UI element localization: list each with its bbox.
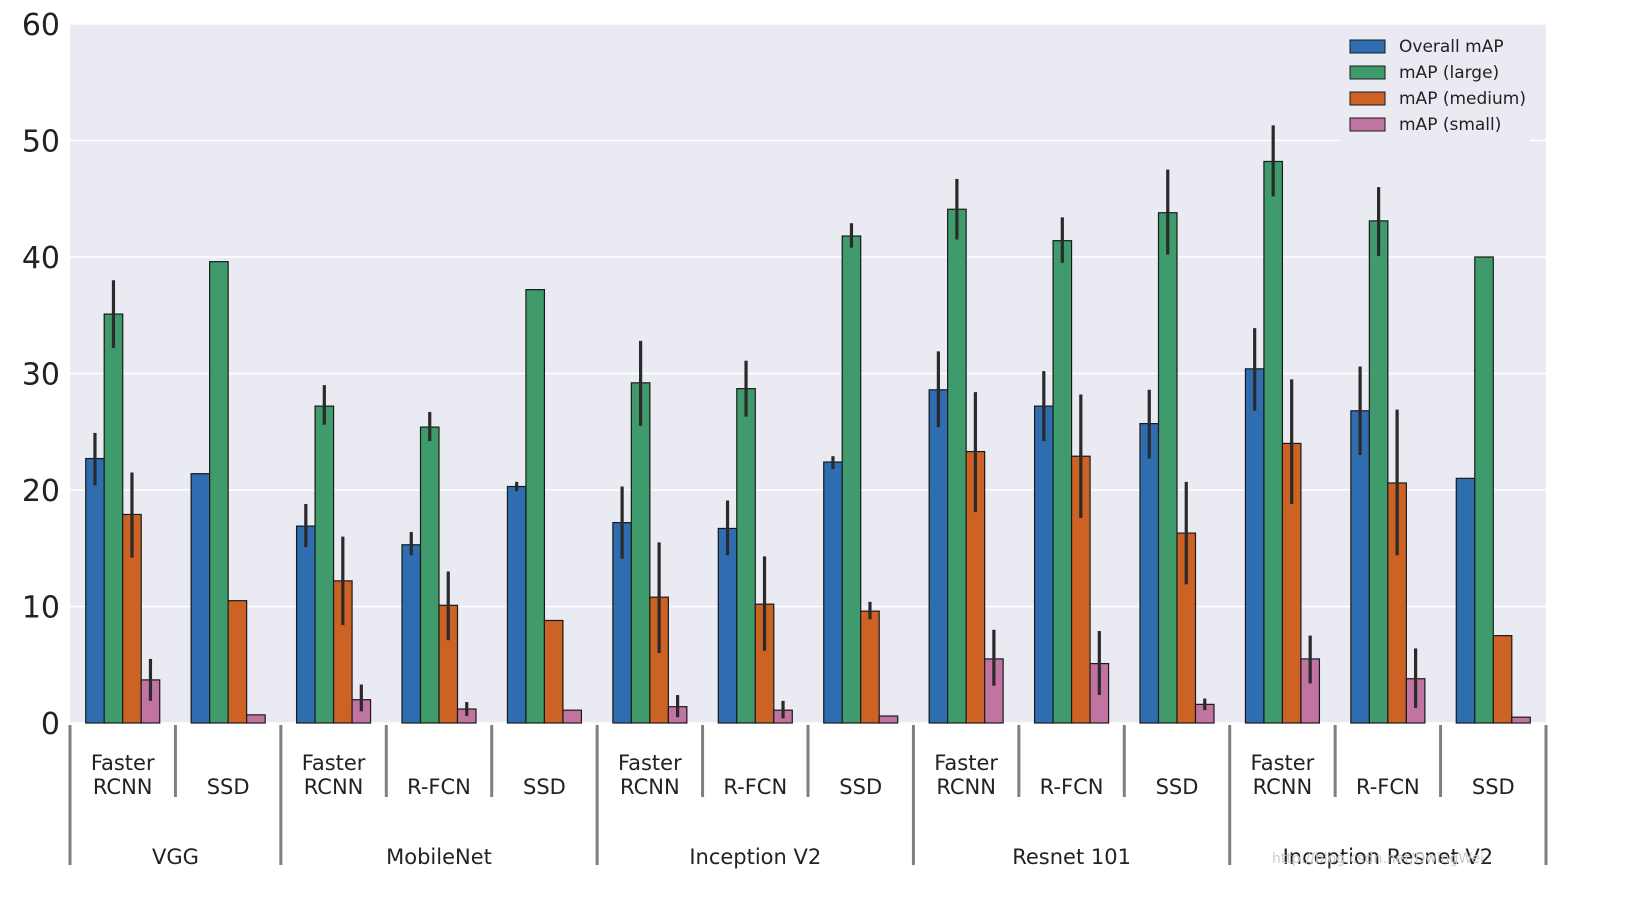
x-tick-label: SSD: [1156, 775, 1199, 799]
bar-overall-map: [717, 527, 738, 724]
legend: Overall mAP mAP (large) mAP (medium) mAP (s…: [1340, 34, 1530, 144]
bar-map-large: [314, 405, 335, 724]
group-label: VGG: [152, 845, 199, 869]
bar-map-large: [1157, 212, 1178, 724]
bar-map-large: [209, 261, 229, 724]
x-tick-label: Faster: [934, 751, 998, 775]
bars: [85, 160, 1531, 724]
error-bars: [93, 125, 1418, 719]
bar-map-medium: [860, 610, 880, 724]
bar-overall-map: [1244, 368, 1265, 724]
bar-map-large: [947, 208, 967, 724]
y-tick-label: 30: [22, 358, 60, 393]
bar-map-small: [562, 709, 583, 724]
bar-overall-map: [823, 461, 843, 724]
watermark-text: http://blog.csdn.net/DwingWei: [1272, 851, 1484, 867]
legend-label: mAP (large): [1399, 63, 1499, 83]
x-tick-label: R-FCN: [1356, 775, 1420, 799]
y-tick-label: 0: [41, 707, 60, 742]
y-tick-label: 10: [22, 591, 60, 626]
y-axis-ticks: 0 10 20 30 40 50 60: [22, 8, 60, 742]
y-tick-label: 50: [22, 125, 60, 160]
legend-swatch: [1349, 39, 1386, 54]
bar-overall-map: [1139, 422, 1160, 724]
bar-map-large: [1368, 220, 1389, 724]
x-tick-label: SSD: [1472, 775, 1515, 799]
bar-map-large: [103, 313, 124, 724]
x-tick-label: Faster: [91, 751, 155, 775]
bar-map-large: [630, 382, 651, 724]
x-tick-label: Faster: [302, 751, 366, 775]
x-tick-label: Faster: [1251, 751, 1315, 775]
bar-overall-map: [401, 544, 422, 724]
bar-map-large: [1263, 160, 1284, 724]
x-tick-label: SSD: [523, 775, 566, 799]
x-tick-label: RCNN: [1253, 775, 1313, 799]
x-tick-label: R-FCN: [407, 775, 471, 799]
bar-map-large: [525, 289, 546, 724]
bar-map-large: [736, 388, 756, 724]
group-label: Inception Resnet V2: [1283, 845, 1494, 869]
x-tick-label: SSD: [839, 775, 882, 799]
bar-map-large: [1474, 256, 1494, 724]
legend-swatch: [1349, 91, 1386, 106]
x-tick-label: R-FCN: [1040, 775, 1104, 799]
bar-map-large: [419, 426, 440, 724]
x-tick-label: RCNN: [620, 775, 680, 799]
bar-overall-map: [928, 389, 949, 724]
bar-map-large: [841, 235, 862, 724]
bar-map-medium: [1492, 635, 1513, 724]
group-label: Resnet 101: [1012, 845, 1131, 869]
x-tick-label: R-FCN: [723, 775, 787, 799]
legend-label: Overall mAP: [1399, 37, 1504, 57]
legend-label: mAP (small): [1399, 115, 1501, 135]
y-tick-label: 60: [22, 8, 60, 43]
bar-overall-map: [1455, 477, 1476, 724]
bar-overall-map: [1033, 405, 1054, 724]
x-tick-label: RCNN: [93, 775, 153, 799]
legend-swatch: [1349, 65, 1386, 80]
legend-swatch: [1349, 117, 1386, 132]
bar-overall-map: [506, 485, 527, 724]
bar-map-medium: [543, 619, 564, 724]
bar-overall-map: [295, 525, 316, 724]
bar-map-small: [246, 714, 266, 724]
x-tick-label: RCNN: [936, 775, 996, 799]
legend-label: mAP (medium): [1399, 89, 1526, 109]
bar-overall-map: [190, 473, 211, 724]
group-label: Inception V2: [689, 845, 821, 869]
x-tick-label: SSD: [207, 775, 250, 799]
bar-overall-map: [85, 457, 105, 724]
x-tick-label: Faster: [618, 751, 682, 775]
bar-map-small: [1511, 716, 1531, 724]
y-tick-label: 40: [22, 241, 60, 276]
bar-overall-map: [1350, 410, 1370, 724]
group-label: MobileNet: [386, 845, 492, 869]
bar-map-small: [878, 715, 899, 724]
y-tick-label: 20: [22, 474, 60, 509]
bar-map-medium: [227, 600, 248, 724]
bar-map-large: [1052, 240, 1073, 724]
x-tick-label: RCNN: [304, 775, 364, 799]
